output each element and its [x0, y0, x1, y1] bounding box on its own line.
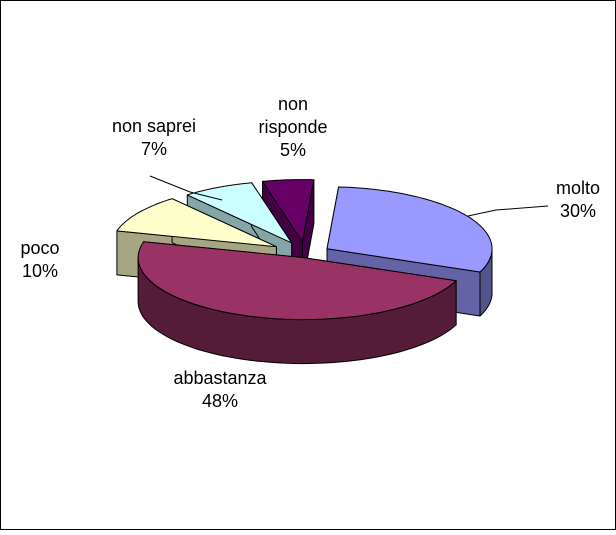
- category-label-molto: molto: [556, 178, 600, 198]
- category-label-non-risponde: risponde: [258, 117, 327, 137]
- value-label-non-risponde: 5%: [280, 140, 306, 160]
- data-label-poco: poco 10%: [20, 238, 59, 281]
- data-label-abbastanza: abbastanza 48%: [173, 368, 267, 411]
- slice-top-abbastanza: [137, 241, 457, 321]
- leader-line-molto: [467, 205, 549, 217]
- category-label-non-risponde: non: [278, 94, 308, 114]
- category-label-abbastanza: abbastanza: [173, 368, 267, 388]
- value-label-poco: 10%: [22, 261, 58, 281]
- slice-top-poco: [116, 198, 277, 248]
- slice-top-molto: [326, 186, 493, 273]
- leader-lines: [149, 175, 549, 217]
- data-labels: molto 30% abbastanza 48% poco 10% non saprei 7%…: [20, 94, 600, 411]
- slice-top-non-risponde: [262, 179, 315, 243]
- slice-abbastanza: [137, 241, 457, 365]
- data-label-non-risponde: non risponde 5%: [258, 94, 327, 160]
- category-label-poco: poco: [20, 238, 59, 258]
- data-label-molto: molto 30%: [556, 178, 600, 221]
- value-label-abbastanza: 48%: [202, 391, 238, 411]
- data-label-non-saprei: non saprei 7%: [112, 116, 196, 159]
- pie-slices: [116, 179, 493, 365]
- category-label-non-saprei: non saprei: [112, 116, 196, 136]
- value-label-molto: 30%: [560, 201, 596, 221]
- leader-line-non-saprei: [149, 175, 223, 201]
- value-label-non-saprei: 7%: [141, 139, 167, 159]
